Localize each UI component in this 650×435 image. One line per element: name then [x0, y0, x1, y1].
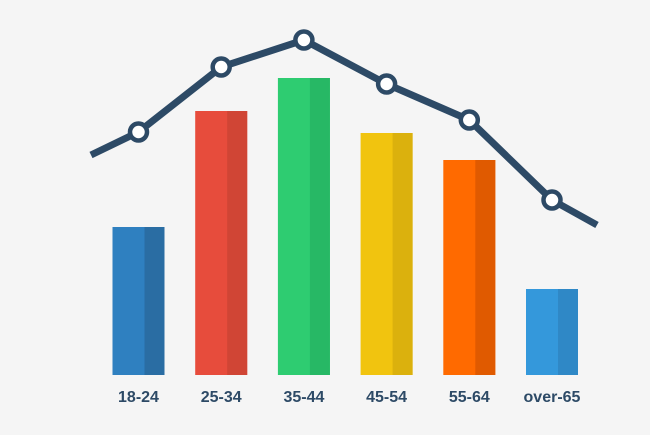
x-tick-label-45-54: 45-54 [366, 389, 407, 406]
trend-marker-45-54 [375, 73, 398, 95]
x-tick-label-over-65: over-65 [524, 389, 581, 406]
bar-shade-45-54 [392, 133, 413, 375]
trend-marker-25-34 [210, 56, 232, 78]
bar-shade-18-24 [144, 227, 165, 375]
bar-shade-over-65 [558, 289, 578, 375]
trend-marker-35-44 [293, 29, 315, 51]
trend-line-group [89, 36, 599, 229]
x-axis-labels: 18-24 25-34 35-44 45-54 55-64 over-65 [118, 389, 581, 406]
x-tick-label-55-64: 55-64 [449, 389, 490, 406]
bars-group [112, 78, 578, 375]
trend-line [89, 36, 599, 229]
trend-marker-55-64 [458, 109, 481, 131]
bar-shade-55-64 [475, 160, 496, 375]
x-tick-label-25-34: 25-34 [201, 389, 242, 406]
x-tick-label-18-24: 18-24 [118, 389, 159, 406]
trend-markers-group [127, 29, 563, 211]
bar-shade-25-34 [227, 111, 248, 375]
bar-shade-35-44 [309, 78, 330, 375]
x-tick-label-35-44: 35-44 [283, 389, 324, 406]
trend-marker-over-65 [541, 189, 563, 211]
trend-marker-18-24 [127, 121, 150, 143]
